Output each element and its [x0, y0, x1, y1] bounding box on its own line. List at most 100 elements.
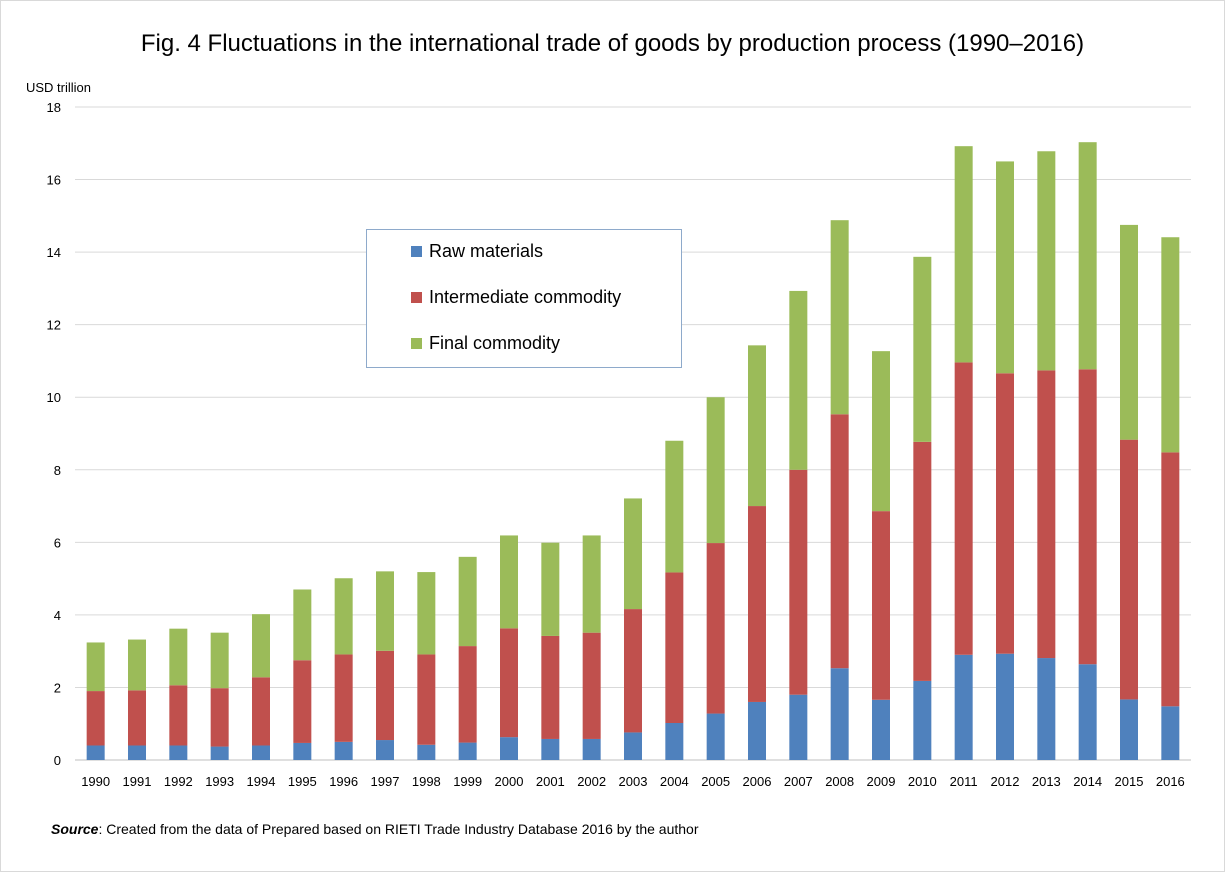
- bar-final-commodity-2012: [996, 161, 1014, 374]
- bar-raw-materials-1991: [128, 745, 146, 760]
- bar-raw-materials-1995: [293, 742, 312, 760]
- bar-raw-materials-2003: [624, 732, 642, 760]
- bar-final-commodity-2003: [624, 498, 642, 610]
- bar-intermediate-commodity-2005: [706, 543, 725, 714]
- x-tick-label-2012: 2012: [991, 774, 1020, 789]
- y-tick-label-14: 14: [47, 245, 61, 260]
- y-tick-label-18: 18: [47, 100, 61, 115]
- x-tick-label-2001: 2001: [536, 774, 565, 789]
- y-tick-label-12: 12: [47, 318, 61, 333]
- bar-intermediate-commodity-2001: [541, 635, 560, 739]
- y-axis-unit-label: USD trillion: [26, 80, 92, 95]
- bar-raw-materials-1999: [458, 742, 477, 760]
- bar-raw-materials-1994: [252, 745, 270, 760]
- bar-intermediate-commodity-2014: [1078, 369, 1097, 665]
- bar-intermediate-commodity-2012: [996, 373, 1014, 654]
- x-tick-label-1994: 1994: [247, 774, 276, 789]
- bar-intermediate-commodity-1998: [417, 654, 436, 745]
- legend-swatch-raw-materials: [411, 246, 422, 257]
- bar-final-commodity-1991: [128, 639, 146, 691]
- bar-intermediate-commodity-1996: [334, 654, 353, 742]
- bar-intermediate-commodity-2010: [913, 441, 932, 681]
- bar-raw-materials-1996: [334, 741, 353, 760]
- legend-label-raw-materials: Raw materials: [429, 241, 544, 261]
- bar-intermediate-commodity-2007: [789, 469, 808, 695]
- bar-intermediate-commodity-1993: [210, 688, 229, 747]
- legend-label-intermediate-commodity: Intermediate commodity: [429, 287, 622, 307]
- x-tick-label-1998: 1998: [412, 774, 441, 789]
- legend-item-intermediate-commodity: Intermediate commodity: [411, 287, 621, 308]
- x-tick-label-2008: 2008: [825, 774, 854, 789]
- bar-intermediate-commodity-2003: [624, 609, 642, 733]
- chart-legend: Raw materials Intermediate commodity Fin…: [366, 229, 682, 368]
- bar-intermediate-commodity-2006: [748, 506, 766, 702]
- legend-label-final-commodity: Final commodity: [429, 333, 561, 353]
- bar-raw-materials-1990: [86, 745, 105, 760]
- x-tick-label-2010: 2010: [908, 774, 937, 789]
- bar-final-commodity-2001: [541, 542, 560, 636]
- y-tick-label-0: 0: [54, 753, 61, 768]
- y-tick-label-6: 6: [54, 535, 61, 550]
- x-tick-label-1999: 1999: [453, 774, 482, 789]
- x-tick-label-2006: 2006: [743, 774, 772, 789]
- x-tick-label-2000: 2000: [495, 774, 524, 789]
- bar-intermediate-commodity-2004: [665, 572, 684, 723]
- x-tick-label-1991: 1991: [123, 774, 152, 789]
- bar-intermediate-commodity-1992: [169, 685, 188, 746]
- legend-item-final-commodity: Final commodity: [411, 333, 560, 354]
- bar-raw-materials-1993: [210, 746, 229, 760]
- bar-final-commodity-1998: [417, 572, 436, 655]
- bar-final-commodity-2015: [1120, 224, 1138, 440]
- x-tick-label-1996: 1996: [329, 774, 358, 789]
- bar-raw-materials-2006: [748, 701, 766, 760]
- bar-raw-materials-2009: [872, 699, 890, 760]
- bar-intermediate-commodity-2009: [872, 511, 890, 700]
- x-tick-label-2015: 2015: [1115, 774, 1144, 789]
- x-tick-label-2007: 2007: [784, 774, 813, 789]
- bar-raw-materials-1997: [376, 740, 394, 760]
- bar-final-commodity-2014: [1078, 142, 1097, 370]
- bar-raw-materials-2012: [996, 653, 1014, 760]
- bar-raw-materials-2014: [1078, 664, 1097, 760]
- bar-intermediate-commodity-1994: [252, 677, 270, 746]
- bar-raw-materials-2016: [1161, 706, 1180, 760]
- bar-final-commodity-1999: [458, 556, 477, 647]
- bar-raw-materials-2000: [500, 737, 518, 760]
- source-text: : Created from the data of Prepared base…: [98, 821, 699, 837]
- x-tick-label-2005: 2005: [701, 774, 730, 789]
- y-tick-label-16: 16: [47, 173, 61, 188]
- chart-title: Fig. 4 Fluctuations in the international…: [140, 30, 1085, 57]
- bar-final-commodity-1994: [252, 614, 270, 678]
- bar-final-commodity-1992: [169, 628, 188, 686]
- bar-final-commodity-2007: [789, 290, 808, 470]
- x-tick-label-2011: 2011: [950, 774, 978, 789]
- bar-intermediate-commodity-1997: [376, 650, 394, 741]
- bar-intermediate-commodity-1999: [458, 646, 477, 743]
- bar-final-commodity-2004: [665, 440, 684, 573]
- bar-final-commodity-2013: [1037, 151, 1056, 371]
- bar-final-commodity-2011: [954, 146, 973, 363]
- x-tick-label-2004: 2004: [660, 774, 689, 789]
- bar-intermediate-commodity-2015: [1120, 439, 1138, 700]
- x-tick-label-2016: 2016: [1156, 774, 1185, 789]
- bar-final-commodity-2002: [582, 535, 601, 633]
- legend-swatch-intermediate-commodity: [411, 292, 422, 303]
- x-tick-label-2002: 2002: [577, 774, 606, 789]
- bar-intermediate-commodity-1990: [86, 691, 105, 746]
- bar-final-commodity-1990: [86, 642, 105, 692]
- bar-final-commodity-2005: [706, 397, 725, 544]
- source-label: Source: [51, 821, 99, 837]
- bar-raw-materials-2002: [582, 738, 601, 760]
- bar-final-commodity-1997: [376, 571, 394, 651]
- source-note: Source: Created from the data of Prepare…: [51, 821, 699, 837]
- bar-final-commodity-2009: [872, 351, 890, 512]
- y-tick-label-2: 2: [54, 680, 61, 695]
- x-tick-label-1995: 1995: [288, 774, 317, 789]
- bar-final-commodity-2006: [748, 345, 766, 507]
- bar-intermediate-commodity-2008: [830, 414, 849, 669]
- bar-intermediate-commodity-1991: [128, 690, 146, 746]
- bar-raw-materials-2001: [541, 738, 560, 760]
- bar-final-commodity-2000: [500, 535, 518, 629]
- bar-intermediate-commodity-1995: [293, 660, 312, 743]
